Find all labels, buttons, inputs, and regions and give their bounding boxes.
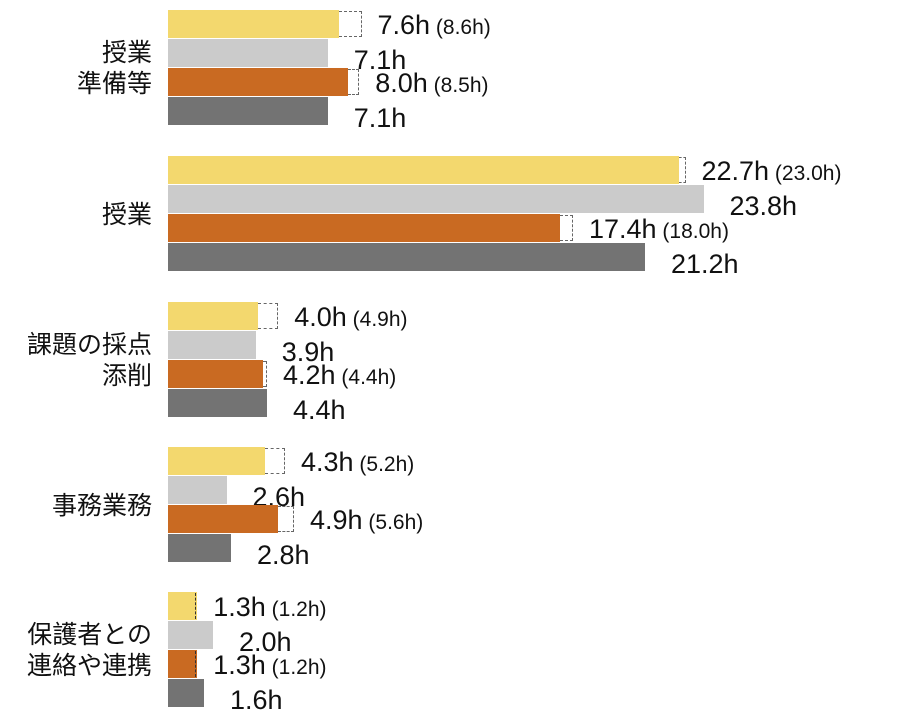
value-label: 8.0h (8.5h) bbox=[375, 69, 488, 100]
value-reference: (8.6h) bbox=[430, 16, 491, 39]
bar bbox=[168, 10, 339, 38]
value-label: 1.3h (1.2h) bbox=[213, 651, 326, 682]
category-label: 課題の採点 添削 bbox=[27, 329, 152, 391]
value-label: 1.6h bbox=[230, 686, 283, 714]
value-main: 23.8h bbox=[729, 191, 798, 221]
value-main: 7.1h bbox=[353, 45, 407, 75]
bar bbox=[168, 621, 213, 649]
value-label: 2.8h bbox=[257, 541, 310, 569]
category-label-line: 保護者との bbox=[27, 620, 152, 649]
value-reference: (8.5h) bbox=[427, 74, 489, 97]
bar bbox=[168, 534, 231, 562]
reference-outline bbox=[278, 506, 294, 532]
value-label: 23.8h bbox=[730, 192, 798, 220]
value-label: 17.4h (18.0h) bbox=[589, 215, 729, 246]
category-label-line: 連絡や連携 bbox=[26, 651, 152, 680]
bar bbox=[168, 592, 198, 620]
category-label-line: 授業 bbox=[101, 199, 152, 229]
bar bbox=[168, 331, 256, 359]
value-reference: (1.2h) bbox=[265, 656, 327, 679]
value-reference: (5.6h) bbox=[362, 511, 424, 534]
value-reference: (23.0h) bbox=[769, 162, 842, 185]
value-main: 8.0h bbox=[375, 68, 428, 98]
value-label: 22.7h (23.0h) bbox=[702, 157, 842, 188]
reference-outline bbox=[258, 303, 279, 329]
value-label: 3.9h bbox=[282, 338, 335, 366]
value-main: 4.3h bbox=[301, 447, 354, 477]
value-reference: (4.9h) bbox=[346, 308, 408, 331]
value-main: 4.4h bbox=[293, 395, 346, 425]
value-main: 17.4h bbox=[589, 214, 657, 244]
bar bbox=[168, 389, 267, 417]
bar bbox=[168, 185, 704, 213]
value-reference: (1.2h) bbox=[265, 598, 327, 621]
reference-outline bbox=[348, 69, 360, 95]
value-main: 4.0h bbox=[294, 302, 347, 332]
value-label: 4.3h (5.2h) bbox=[301, 448, 414, 479]
value-main: 4.9h bbox=[310, 505, 363, 535]
value-main: 3.9h bbox=[281, 337, 335, 367]
bar bbox=[168, 505, 279, 533]
bar bbox=[168, 360, 263, 388]
value-main: 21.2h bbox=[671, 249, 739, 279]
reference-outline bbox=[678, 157, 686, 183]
value-reference: (5.2h) bbox=[353, 453, 415, 476]
bar bbox=[168, 447, 265, 475]
value-main: 1.3h bbox=[213, 650, 266, 680]
category-label-line: 課題の採点 bbox=[26, 330, 152, 359]
value-label: 4.9h (5.6h) bbox=[310, 506, 423, 537]
bar bbox=[168, 650, 198, 678]
reference-outline bbox=[339, 11, 362, 37]
reference-outline bbox=[262, 361, 267, 387]
bar bbox=[168, 243, 645, 271]
value-reference: (4.4h) bbox=[335, 366, 397, 389]
bar bbox=[168, 156, 679, 184]
reference-outline bbox=[264, 448, 285, 474]
reference-marker bbox=[195, 593, 196, 619]
category-label: 授業 準備等 bbox=[77, 37, 152, 99]
value-label: 21.2h bbox=[671, 250, 739, 278]
bar bbox=[168, 476, 227, 504]
value-main: 2.0h bbox=[239, 627, 292, 657]
value-main: 1.6h bbox=[230, 685, 283, 715]
reference-marker bbox=[195, 651, 196, 677]
value-main: 22.7h bbox=[701, 156, 770, 186]
value-label: 4.2h (4.4h) bbox=[283, 361, 396, 392]
bar bbox=[168, 39, 328, 67]
bar bbox=[168, 302, 258, 330]
value-main: 7.6h bbox=[377, 10, 431, 40]
value-label: 2.0h bbox=[239, 628, 292, 656]
category-label-line: 準備等 bbox=[76, 69, 152, 98]
value-main: 7.1h bbox=[353, 103, 407, 133]
bar bbox=[168, 97, 328, 125]
value-main: 2.8h bbox=[257, 540, 310, 570]
bar bbox=[168, 68, 348, 96]
value-reference: (18.0h) bbox=[656, 220, 729, 243]
reference-outline bbox=[559, 215, 573, 241]
category-label: 事務業務 bbox=[52, 490, 152, 521]
value-label: 4.0h (4.9h) bbox=[294, 303, 407, 334]
value-label: 7.1h bbox=[354, 104, 407, 132]
category-label-line: 授業 bbox=[101, 38, 152, 67]
category-label-line: 添削 bbox=[101, 361, 152, 390]
value-main: 1.3h bbox=[213, 592, 266, 622]
bar bbox=[168, 214, 560, 242]
value-label: 4.4h bbox=[293, 396, 346, 424]
bar bbox=[168, 679, 204, 707]
category-label-line: 事務業務 bbox=[51, 490, 152, 520]
value-label: 7.1h bbox=[354, 46, 407, 74]
value-main: 4.2h bbox=[283, 360, 336, 390]
category-label: 保護者との 連絡や連携 bbox=[27, 619, 152, 681]
value-label: 7.6h (8.6h) bbox=[378, 11, 491, 42]
value-label: 1.3h (1.2h) bbox=[213, 593, 326, 624]
category-label: 授業 bbox=[102, 199, 152, 230]
